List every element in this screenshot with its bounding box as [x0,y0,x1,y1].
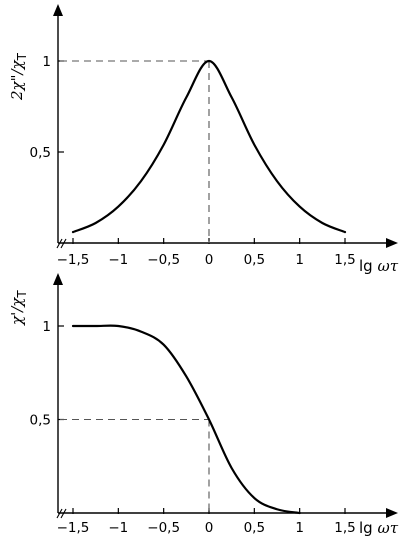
top-x-tick-label: −1 [108,252,128,268]
bottom-axis-break-1 [56,508,63,519]
top-y-ticks: 0,51 [30,54,64,161]
chart-bottom: −1,5 −1 −0,5 0 0,5 1 1,5 0,51 χ'/χT lg ωτ [8,273,399,537]
bottom-reference-guides [60,418,210,513]
bottom-y-axis-arrow [53,273,63,285]
top-x-tick-label: 1,5 [334,252,355,268]
top-y-label: 2χ"/χT [8,52,29,101]
bottom-x-tick-label: −0,5 [147,520,180,536]
bottom-x-tick-label: 1,5 [334,520,355,536]
bottom-x-axis-arrow [386,508,398,518]
bottom-y-tick-label: 0,5 [30,413,51,429]
bottom-x-tick-label: −1,5 [57,520,90,536]
top-y-axis-arrow [53,4,63,16]
top-axis-break-1 [56,238,63,249]
bottom-x-tick-label: 0 [205,520,214,536]
bottom-x-ticks: −1,5 −1 −0,5 0 0,5 1 1,5 [57,508,356,536]
chart-top: −1,5 −1 −0,5 0 0,5 1 1,5 0,51 2χ"/χT lg ωτ [8,4,399,275]
bottom-x-label: lg ωτ [359,519,399,537]
top-x-tick-label: 0 [205,252,214,268]
bottom-y-label: χ'/χT [8,290,29,326]
top-y-tick-label: 0,5 [30,145,51,161]
top-x-tick-label: −1,5 [57,252,90,268]
top-x-axis-arrow [386,238,398,248]
top-axis-break-2 [60,238,67,249]
top-x-label: lg ωτ [359,257,399,275]
bottom-x-tick-label: −1 [108,520,128,536]
top-reference-guides [60,60,210,243]
bottom-y-ticks: 0,51 [30,319,64,429]
bottom-axis-break-2 [60,508,67,519]
bottom-y-tick-label: 1 [42,319,51,335]
bottom-x-tick-label: 1 [295,520,304,536]
top-series-curve [71,59,347,234]
bottom-x-tick-label: 0,5 [244,520,265,536]
bottom-series-curve [71,324,301,515]
top-x-tick-label: 1 [295,252,304,268]
top-x-tick-label: −0,5 [147,252,180,268]
top-y-tick-label: 1 [42,54,51,70]
top-x-tick-label: 0,5 [244,252,265,268]
